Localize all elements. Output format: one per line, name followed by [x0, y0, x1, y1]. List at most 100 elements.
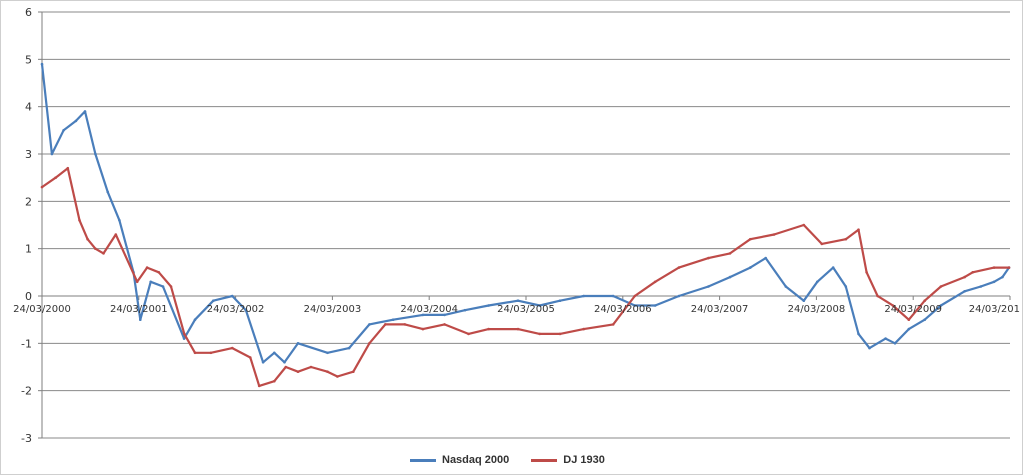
- legend-item-dj: DJ 1930: [531, 454, 605, 466]
- data-point: [707, 285, 710, 288]
- y-tick-label: 3: [25, 148, 32, 161]
- data-point: [876, 294, 879, 298]
- y-tick-label: 6: [25, 6, 32, 19]
- series-line-0: [40, 63, 1010, 364]
- y-tick-label: -3: [21, 432, 32, 445]
- y-tick-label: 5: [25, 53, 32, 66]
- data-point: [62, 129, 65, 132]
- data-point: [516, 299, 520, 303]
- data-point: [157, 271, 161, 274]
- data-point: [884, 337, 887, 340]
- x-tick-label: 24/03/2003: [304, 304, 362, 315]
- data-point: [78, 219, 81, 222]
- data-point: [118, 219, 121, 222]
- data-point: [273, 379, 276, 383]
- legend-swatch-dj: [531, 458, 558, 462]
- data-point: [728, 252, 732, 255]
- data-point: [1001, 275, 1004, 279]
- x-tick-label: 24/03/2001: [110, 304, 168, 315]
- data-point: [764, 256, 767, 260]
- data-point: [40, 62, 44, 66]
- data-point: [633, 294, 637, 298]
- data-point: [487, 304, 490, 307]
- x-tick-label: 24/03/2000: [13, 304, 71, 315]
- data-point: [50, 152, 54, 156]
- y-tick-label: 4: [25, 101, 32, 114]
- x-tick-label: 24/03/2005: [497, 304, 555, 315]
- data-point: [816, 280, 819, 284]
- data-point: [261, 361, 265, 364]
- data-point: [831, 266, 835, 269]
- x-tick-label: 24/03/201: [969, 304, 1020, 315]
- data-point: [231, 346, 234, 350]
- legend: Nasdaq 2000 DJ 1930: [410, 452, 605, 468]
- data-point: [611, 294, 615, 298]
- data-point: [106, 190, 109, 194]
- data-point: [893, 342, 897, 345]
- data-point: [923, 318, 926, 322]
- y-tick-label: -2: [21, 385, 32, 398]
- data-point: [558, 332, 562, 336]
- data-point: [463, 308, 467, 312]
- data-point: [857, 332, 860, 336]
- y-tick-labels: -3 -2 -1 0 1 2 3 4 5 6: [21, 6, 32, 445]
- data-point: [891, 304, 895, 307]
- legend-item-nasdaq: Nasdaq 2000: [410, 454, 509, 466]
- data-point: [1007, 266, 1011, 269]
- data-point: [83, 110, 87, 113]
- data-point: [149, 280, 152, 284]
- data-point: [784, 285, 788, 288]
- x-tick-label: 24/03/2002: [207, 304, 265, 315]
- data-point: [820, 242, 824, 246]
- data-point: [326, 370, 329, 374]
- data-point: [844, 237, 848, 241]
- data-point: [516, 327, 520, 331]
- data-point: [443, 313, 446, 317]
- data-point: [403, 323, 407, 326]
- legend-swatch-nasdaq: [410, 458, 436, 462]
- data-point: [309, 365, 313, 369]
- data-point: [231, 294, 234, 298]
- data-point: [421, 313, 425, 317]
- data-point: [467, 332, 470, 336]
- data-point: [582, 327, 585, 331]
- data-point: [54, 176, 57, 179]
- data-point: [749, 237, 752, 241]
- data-point: [971, 271, 974, 274]
- series-lines: [40, 62, 1011, 388]
- data-point: [633, 304, 637, 307]
- gridlines: [42, 11, 1010, 439]
- x-tick-label: 24/03/2007: [691, 304, 749, 315]
- data-point: [487, 327, 490, 331]
- data-point: [296, 342, 300, 345]
- data-point: [40, 185, 44, 189]
- data-point: [114, 233, 118, 236]
- data-point: [145, 266, 149, 269]
- x-tick-label: 24/03/2006: [594, 304, 652, 315]
- data-point: [86, 237, 89, 241]
- data-point: [939, 285, 943, 288]
- x-tick-label: 24/03/2009: [884, 304, 942, 315]
- data-point: [923, 299, 926, 303]
- x-tick-labels: 24/03/2000 24/03/2001 24/03/2002 24/03/2003…: [13, 304, 1020, 315]
- data-point: [611, 323, 615, 326]
- data-point: [868, 346, 871, 350]
- data-point: [538, 304, 541, 307]
- data-point: [352, 370, 355, 374]
- data-point: [653, 280, 657, 284]
- data-point: [257, 384, 261, 388]
- data-point: [907, 318, 911, 322]
- data-point: [391, 318, 395, 322]
- data-point: [558, 299, 562, 303]
- data-point: [865, 271, 868, 274]
- data-point: [844, 285, 848, 288]
- data-point: [94, 152, 97, 156]
- data-point: [538, 332, 541, 336]
- data-point: [102, 252, 105, 255]
- data-point: [74, 119, 78, 123]
- y-tick-label: 0: [25, 290, 32, 303]
- data-point: [802, 299, 806, 303]
- data-point: [707, 256, 710, 260]
- data-point: [182, 337, 186, 340]
